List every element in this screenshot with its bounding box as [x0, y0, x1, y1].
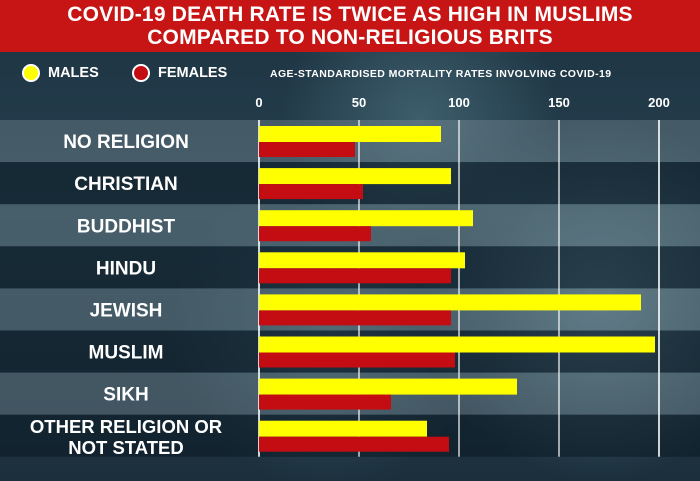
legend-females-label: FEMALES — [158, 65, 228, 81]
legend-males-swatch — [22, 64, 40, 82]
x-tick-label: 200 — [648, 95, 670, 110]
bar-females — [259, 268, 451, 284]
bar-males — [259, 126, 441, 142]
bar-females — [259, 394, 391, 410]
title-banner: COVID-19 DEATH RATE IS TWICE AS HIGH IN … — [0, 0, 700, 52]
category-label: OTHER RELIGION OR — [30, 416, 222, 437]
x-tick-label: 100 — [448, 95, 470, 110]
bar-females — [259, 142, 355, 157]
x-tick-label: 0 — [255, 95, 262, 110]
bar-females — [259, 352, 455, 368]
bar-males — [259, 294, 641, 311]
bar-males — [259, 210, 473, 227]
legend-females-swatch — [132, 64, 150, 82]
legend-item-females: FEMALES — [132, 64, 227, 82]
bar-males — [259, 378, 517, 395]
x-tick-label: 150 — [548, 95, 570, 110]
bar-females — [259, 226, 371, 242]
bar-males — [259, 420, 427, 437]
category-label: JEWISH — [90, 300, 163, 321]
category-label: CHRISTIAN — [74, 174, 177, 195]
bar-females — [259, 184, 363, 200]
category-label: HINDU — [96, 258, 156, 279]
bar-males — [259, 168, 451, 185]
bar-females — [259, 310, 451, 326]
bar-males — [259, 336, 655, 353]
legend-item-males: MALES — [22, 64, 99, 82]
category-label: SIKH — [103, 385, 148, 406]
x-tick-label: 50 — [352, 95, 366, 110]
title-line-1: COVID-19 DEATH RATE IS TWICE AS HIGH IN … — [67, 3, 633, 26]
category-label: NO RELIGION — [63, 132, 189, 153]
legend-males-label: MALES — [48, 65, 99, 81]
category-label: BUDDHIST — [77, 216, 176, 237]
axis-title: AGE-STANDARDISED MORTALITY RATES INVOLVI… — [270, 68, 612, 80]
bar-males — [259, 252, 465, 269]
title-line-2: COMPARED TO NON-RELIGIOUS BRITS — [147, 26, 553, 49]
bar-females — [259, 436, 449, 452]
category-label: NOT STATED — [68, 437, 183, 458]
category-label: MUSLIM — [89, 343, 164, 364]
